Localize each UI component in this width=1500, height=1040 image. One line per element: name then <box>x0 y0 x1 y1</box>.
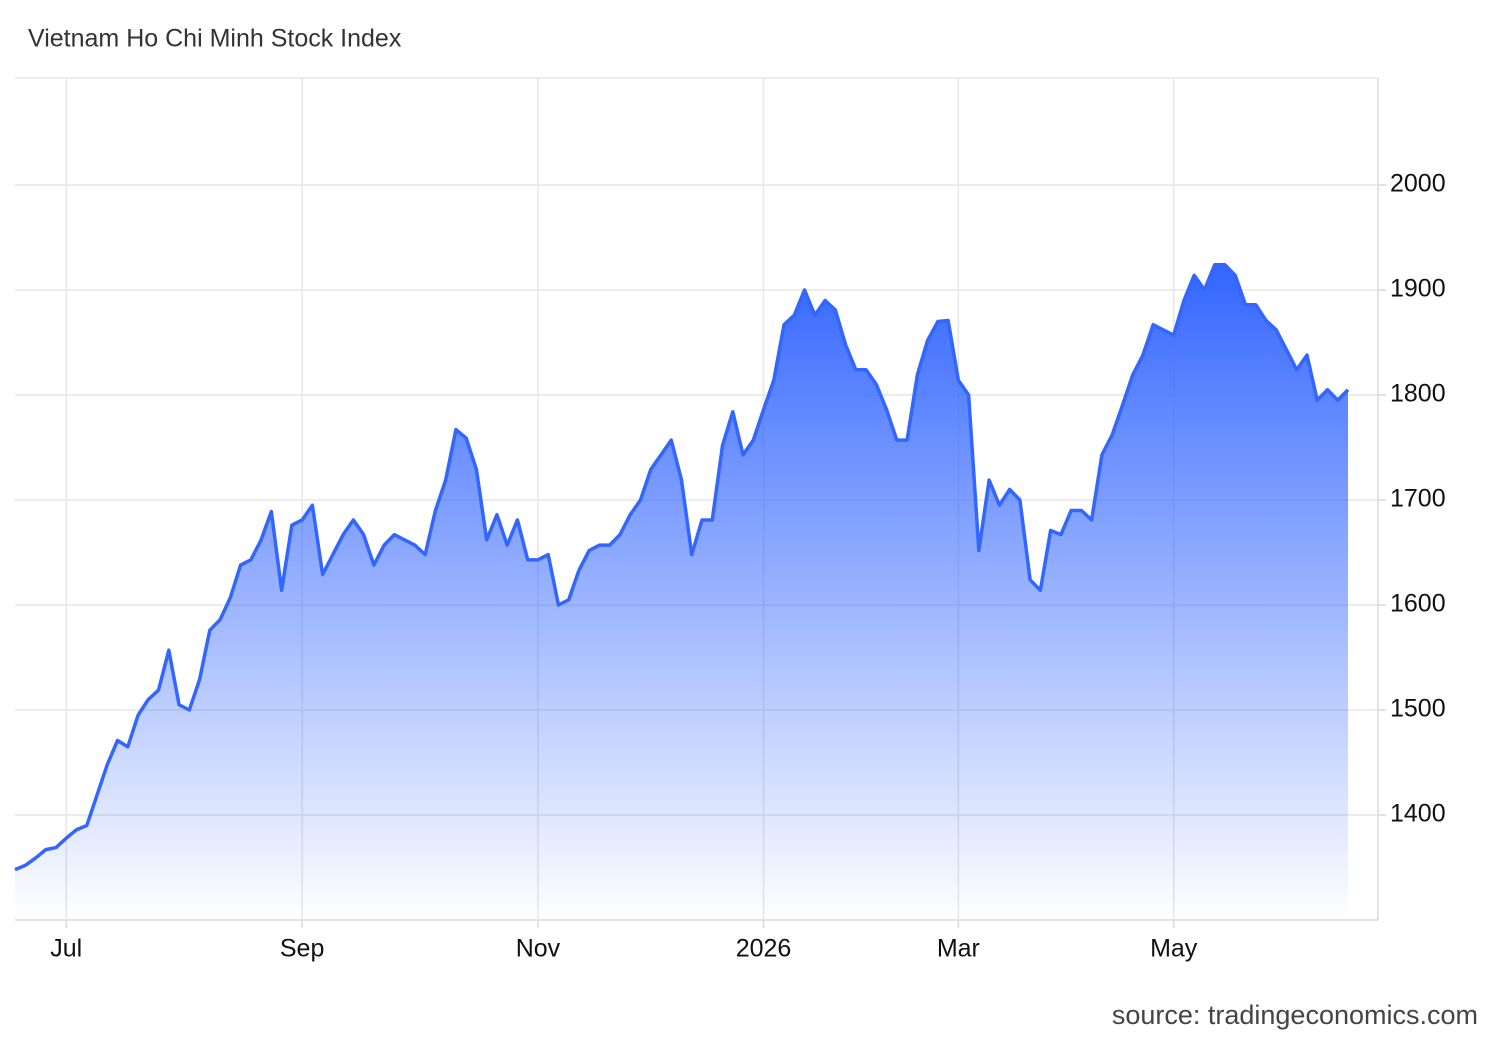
y-tick-label: 1600 <box>1390 590 1446 618</box>
x-tick-label: Jul <box>50 935 82 963</box>
y-tick-label: 1700 <box>1390 485 1446 513</box>
x-tick-label: 2026 <box>736 935 792 963</box>
line <box>14 263 1350 872</box>
y-tick-label: 1400 <box>1390 800 1446 828</box>
y-tick-label: 2000 <box>1390 170 1446 198</box>
y-tick-label: 1800 <box>1390 380 1446 408</box>
source: source: tradingeconomics.com <box>1112 1000 1478 1030</box>
x-tick-label: May <box>1150 935 1198 963</box>
x-tick-label: Nov <box>516 935 561 963</box>
x-tick-label: Sep <box>280 935 324 963</box>
y-tick-label: 1500 <box>1390 695 1446 723</box>
y-tick-label: 1900 <box>1390 275 1446 303</box>
x-tick-label: Mar <box>937 935 980 963</box>
area-fill <box>15 264 1348 920</box>
chart-title: Vietnam Ho Chi Minh Stock Index <box>28 25 402 53</box>
